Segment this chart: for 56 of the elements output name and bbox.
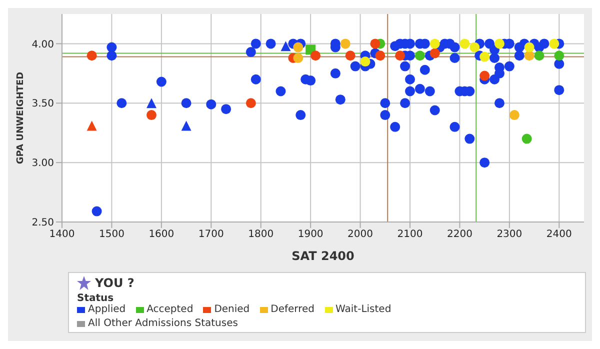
x-tick-label: 2000	[348, 229, 374, 240]
point	[534, 50, 544, 61]
y-tick-label: 4.00	[32, 39, 54, 50]
x-tick-label: 1600	[148, 229, 174, 240]
y-tick-label: 3.00	[32, 158, 54, 170]
text: YOU ?	[95, 276, 134, 290]
x-tick-label: 1400	[49, 229, 75, 240]
legend-title: Status	[77, 293, 115, 304]
point	[460, 38, 470, 49]
point	[480, 70, 490, 81]
point	[470, 42, 480, 52]
point	[86, 120, 97, 131]
y-tick-label: 2.50	[32, 218, 54, 229]
point	[524, 50, 534, 61]
point	[340, 38, 350, 49]
point	[480, 52, 490, 62]
legend-label: Denied	[213, 304, 250, 315]
point	[146, 98, 156, 108]
point	[395, 50, 406, 61]
point	[293, 42, 304, 52]
x-tick-label: 1900	[298, 229, 324, 240]
legend-label: Wait-Listed	[334, 304, 392, 315]
y-tick-label: 3.50	[32, 98, 54, 110]
legend-label: All Other Admissions Statuses	[87, 318, 238, 329]
x-axis-title: SAT 2400	[292, 249, 354, 263]
point	[509, 110, 520, 120]
point	[524, 42, 534, 52]
point	[360, 56, 370, 67]
x-tick-label: 2300	[496, 229, 522, 240]
x-tick-label: 2200	[446, 229, 472, 240]
legend-label: Applied	[87, 304, 126, 315]
point	[370, 38, 380, 49]
point	[414, 50, 425, 61]
point	[522, 134, 532, 144]
point	[549, 38, 560, 49]
legend-label: Deferred	[270, 304, 315, 315]
point	[554, 50, 564, 61]
x-tick-label: 1800	[248, 229, 274, 240]
point	[345, 50, 356, 61]
point	[86, 50, 97, 61]
x-tick-label: 2100	[397, 229, 423, 240]
x-tick-label: 2400	[546, 229, 572, 240]
point	[181, 120, 192, 131]
x-tick-label: 1700	[198, 229, 224, 240]
point	[430, 48, 440, 58]
point	[146, 110, 156, 120]
point	[494, 38, 504, 49]
point	[310, 50, 321, 61]
point	[246, 98, 256, 108]
point	[375, 50, 386, 61]
y-axis-title: GPA UNWEIGHTED	[16, 72, 26, 164]
point	[280, 41, 291, 52]
x-tick-label: 1500	[98, 229, 124, 240]
legend-label: Accepted	[146, 304, 194, 315]
point	[293, 52, 304, 63]
point	[430, 38, 440, 49]
